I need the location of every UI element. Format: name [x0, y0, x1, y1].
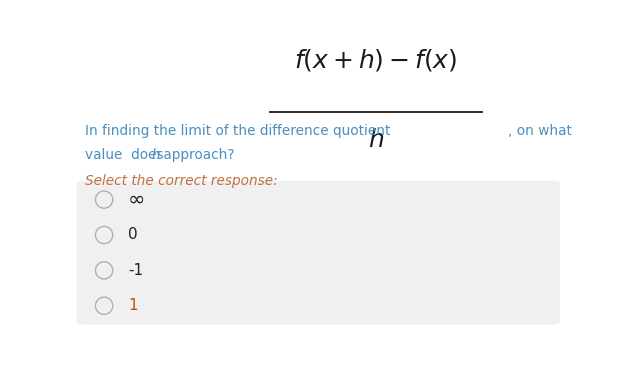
Text: 0: 0: [128, 228, 138, 242]
Text: -1: -1: [128, 263, 143, 278]
Text: ∞: ∞: [128, 190, 145, 210]
Text: h: h: [152, 148, 160, 162]
Text: $h$: $h$: [368, 129, 384, 152]
Text: Select the correct response:: Select the correct response:: [85, 174, 278, 188]
Text: 1: 1: [128, 298, 138, 313]
FancyBboxPatch shape: [76, 252, 560, 289]
FancyBboxPatch shape: [76, 181, 560, 218]
Text: approach?: approach?: [159, 148, 235, 162]
FancyBboxPatch shape: [76, 287, 560, 325]
Text: value  does: value does: [85, 148, 168, 162]
FancyBboxPatch shape: [76, 216, 560, 254]
Text: $f(x + h) - f(x)$: $f(x + h) - f(x)$: [294, 46, 458, 72]
Text: In finding the limit of the difference quotient: In finding the limit of the difference q…: [85, 124, 390, 138]
Text: , on what: , on what: [509, 124, 572, 138]
